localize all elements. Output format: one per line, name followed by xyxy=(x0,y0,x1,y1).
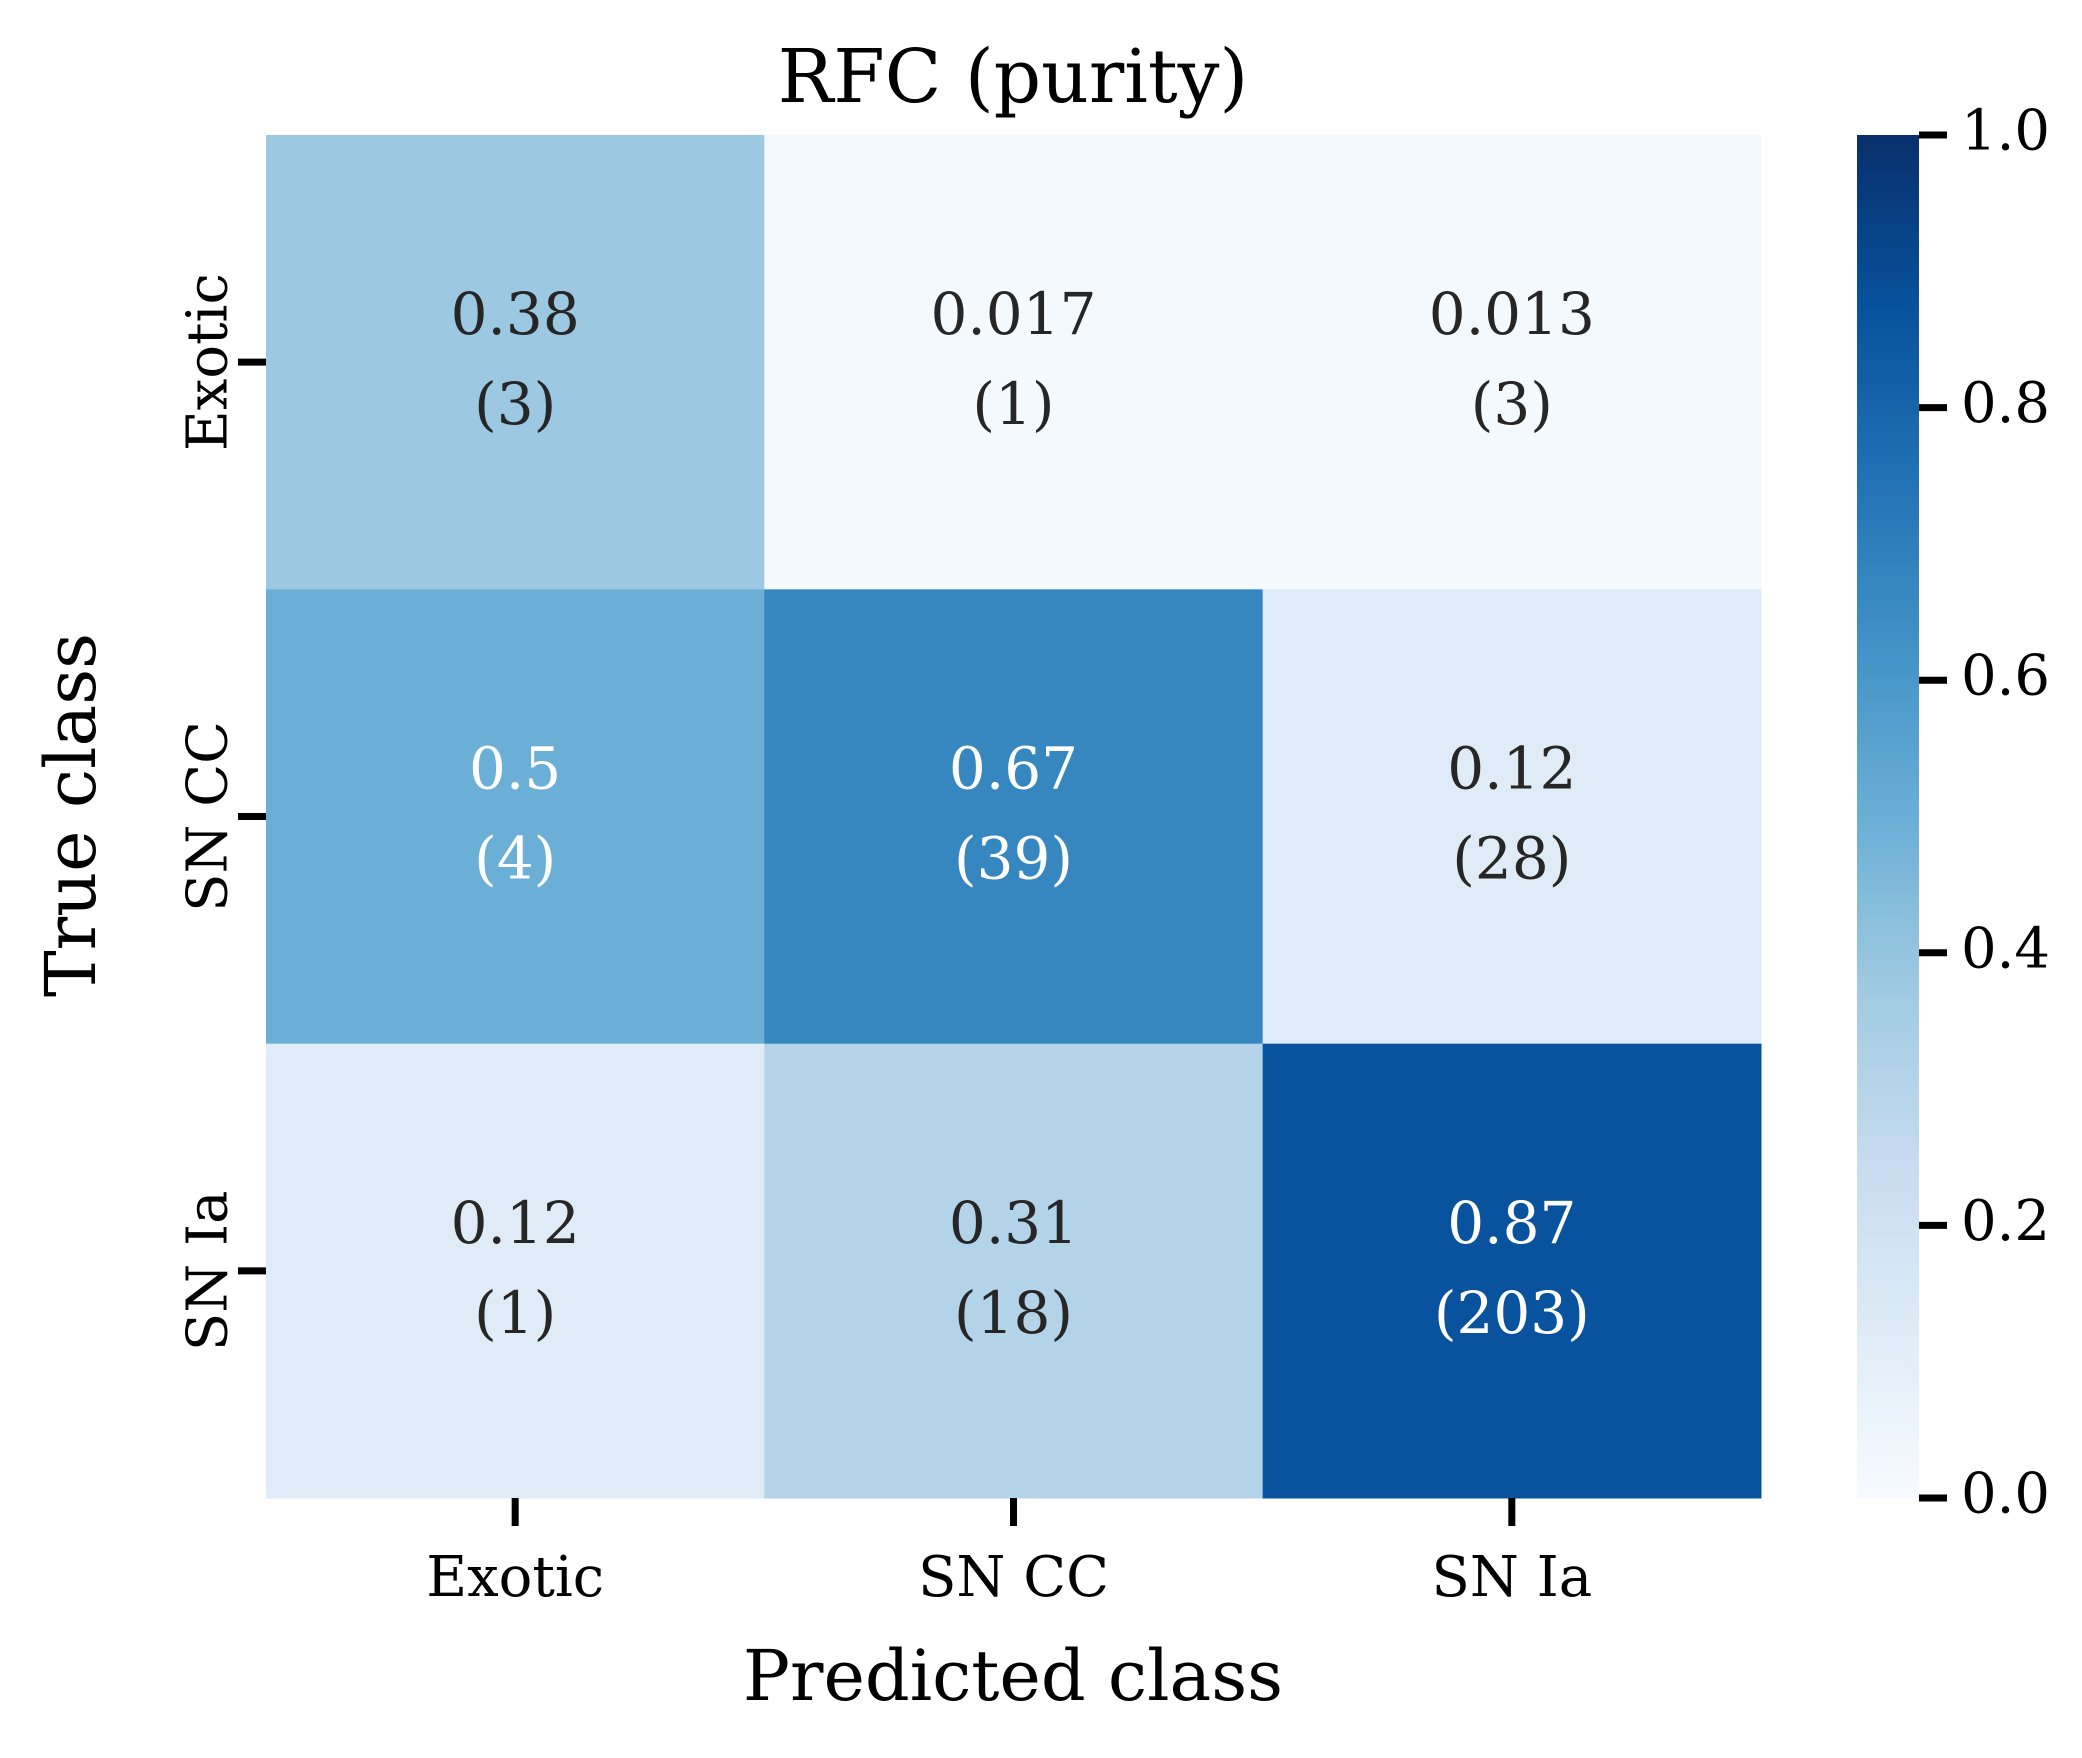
heatmap-cell xyxy=(1262,589,1762,1045)
y-axis-ticks: Exotic SN CC SN Ia xyxy=(176,273,266,1351)
cell-count-label: (1) xyxy=(972,370,1054,438)
cell-value-label: 0.87 xyxy=(1447,1189,1576,1257)
x-tick-label: SN Ia xyxy=(1431,1545,1592,1610)
cell-count-label: (39) xyxy=(954,825,1073,893)
x-axis-label: Predicted class xyxy=(743,1635,1283,1717)
heatmap-cell xyxy=(266,135,765,590)
cell-count-label: (3) xyxy=(474,370,556,438)
cell-value-label: 0.12 xyxy=(1447,735,1576,803)
colorbar xyxy=(1857,135,1919,1498)
x-tick-label: Exotic xyxy=(426,1545,604,1610)
cell-value-label: 0.38 xyxy=(451,280,580,348)
heatmap-cell xyxy=(266,1043,765,1499)
cell-value-label: 0.5 xyxy=(469,735,561,803)
x-tick-label: SN CC xyxy=(918,1545,1109,1610)
cell-count-label: (203) xyxy=(1434,1279,1590,1347)
heatmap-cell-labels: 0.38 (3) 0.017 (1) 0.013 (3) 0.5 (4) 0.67 (39) 0.1… xyxy=(451,280,1595,1347)
y-axis-label: True class xyxy=(30,633,112,997)
y-tick-label: Exotic xyxy=(176,273,241,451)
cell-count-label: (1) xyxy=(474,1279,556,1347)
heatmap-cell xyxy=(1262,1043,1762,1499)
cell-value-label: 0.67 xyxy=(949,735,1078,803)
cell-count-label: (3) xyxy=(1471,370,1553,438)
heatmap-cell xyxy=(1262,135,1762,590)
heatmap-cell xyxy=(764,589,1264,1045)
colorbar-tick-label: 0.2 xyxy=(1961,1189,2050,1254)
colorbar-tick-label: 0.4 xyxy=(1961,916,2050,981)
y-tick-label: SN CC xyxy=(176,721,241,912)
heatmap-cell xyxy=(764,1043,1264,1499)
heatmap-cell xyxy=(764,135,1264,590)
colorbar-tick-label: 0.8 xyxy=(1961,371,2050,436)
colorbar-tick-label: 0.6 xyxy=(1961,644,2050,709)
cell-value-label: 0.12 xyxy=(451,1189,580,1257)
colorbar-tick-label: 1.0 xyxy=(1961,99,2050,164)
cell-value-label: 0.013 xyxy=(1429,280,1595,348)
heatmap-cells xyxy=(266,135,1762,1499)
colorbar-ticks: 0.0 0.2 0.4 0.6 0.8 1.0 xyxy=(1919,99,2050,1527)
y-tick-label: SN Ia xyxy=(176,1190,241,1351)
cell-value-label: 0.017 xyxy=(930,280,1096,348)
chart-title: RFC (purity) xyxy=(778,34,1249,120)
cell-count-label: (4) xyxy=(474,825,556,893)
cell-value-label: 0.31 xyxy=(949,1189,1078,1257)
x-axis-ticks: Exotic SN CC SN Ia xyxy=(426,1498,1592,1610)
heatmap-cell xyxy=(266,589,765,1045)
colorbar-tick-label: 0.0 xyxy=(1961,1462,2050,1527)
cell-count-label: (18) xyxy=(954,1279,1073,1347)
cell-count-label: (28) xyxy=(1452,825,1571,893)
